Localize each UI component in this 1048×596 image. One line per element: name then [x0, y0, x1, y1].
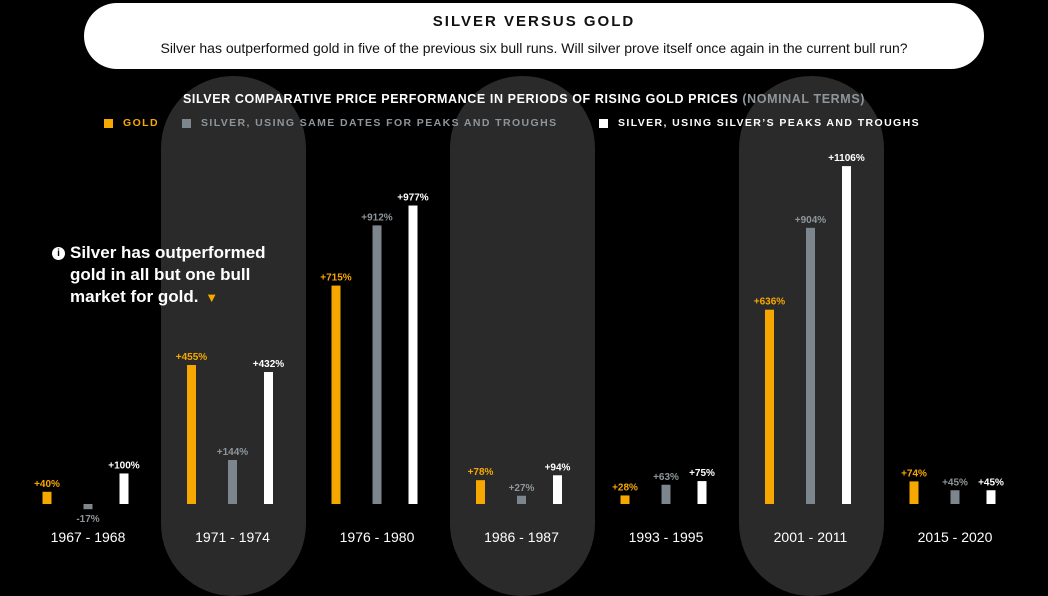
data-label-silver-same-dates-1986-1987: +27% — [509, 483, 535, 494]
callout-line-1: i Silver has outperformed — [52, 242, 312, 264]
bar-silver-own-peaks-2015-2020 — [986, 490, 996, 504]
bar-chart: +40% -17% +100% 1967 - 1968 +455% +144% +432% 1… — [34, 153, 1004, 545]
bar-gold-1993-1995 — [620, 495, 630, 504]
bar-gold-1971-1974 — [187, 364, 196, 504]
data-label-silver-own-peaks-1976-1980: +977% — [397, 193, 429, 204]
category-label-1976-1980: 1976 - 1980 — [340, 529, 415, 545]
category-label-2001-2011: 2001 - 2011 — [774, 529, 848, 545]
legend-swatch-gold — [104, 118, 113, 128]
data-label-silver-own-peaks-1967-1968: +100% — [108, 460, 140, 471]
bar-silver-same-dates-2015-2020 — [950, 490, 960, 504]
bar-silver-own-peaks-2001-2011 — [842, 166, 851, 504]
legend-swatch-silver-own-peaks — [599, 118, 608, 128]
legend-label-gold: GOLD — [123, 117, 159, 129]
chart-title-main: SILVER COMPARATIVE PRICE PERFORMANCE IN … — [182, 92, 739, 106]
bar-silver-same-dates-2001-2011 — [806, 227, 815, 504]
category-label-1986-1987: 1986 - 1987 — [484, 529, 559, 545]
data-label-gold-2015-2020: +74% — [901, 468, 927, 479]
category-label-1993-1995: 1993 - 1995 — [629, 529, 704, 545]
bar-silver-same-dates-1967-1968 — [83, 504, 93, 510]
info-icon: i — [52, 247, 65, 260]
data-label-gold-1967-1968: +40% — [34, 479, 60, 490]
bar-silver-own-peaks-1971-1974 — [264, 372, 273, 504]
legend-label-silver-same-dates: SILVER, USING SAME DATES FOR PEAKS AND T… — [201, 117, 558, 129]
chart-title: SILVER COMPARATIVE PRICE PERFORMANCE IN … — [0, 92, 1048, 106]
data-label-silver-own-peaks-1986-1987: +94% — [545, 462, 571, 473]
callout-text-1: Silver has outperformed — [70, 243, 266, 262]
category-label-1967-1968: 1967 - 1968 — [51, 529, 126, 545]
callout-text-3: market for gold. — [70, 287, 199, 306]
bar-silver-same-dates-1993-1995 — [661, 484, 671, 504]
data-label-silver-own-peaks-1971-1974: +432% — [253, 359, 285, 370]
callout-line-3: market for gold. ▼ — [52, 286, 312, 309]
header-subtitle: Silver has outperformed gold in five of … — [160, 40, 908, 56]
legend-item-silver-same-dates: SILVER, USING SAME DATES FOR PEAKS AND T… — [182, 117, 557, 129]
bar-silver-same-dates-1971-1974 — [228, 460, 237, 504]
bar-silver-same-dates-1976-1980 — [372, 225, 382, 504]
legend-item-silver-own-peaks: SILVER, USING SILVER’S PEAKS AND TROUGHS — [599, 117, 920, 129]
header-box: SILVER VERSUS GOLD Silver has outperform… — [84, 3, 984, 69]
bar-gold-1976-1980 — [331, 285, 341, 504]
legend-label-silver-own-peaks: SILVER, USING SILVER’S PEAKS AND TROUGHS — [618, 117, 921, 129]
bar-silver-own-peaks-1986-1987 — [553, 475, 562, 504]
data-label-silver-same-dates-2001-2011: +904% — [795, 215, 827, 226]
bar-silver-own-peaks-1967-1968 — [119, 473, 129, 504]
highlight-band-1986-1987 — [450, 76, 595, 596]
bar-gold-2001-2011 — [765, 309, 774, 504]
bar-silver-own-peaks-1993-1995 — [697, 481, 707, 504]
data-label-silver-same-dates-1993-1995: +63% — [653, 472, 679, 483]
legend-swatch-silver-same-dates — [182, 118, 191, 128]
callout: i Silver has outperformed gold in all but… — [52, 242, 312, 309]
data-label-silver-own-peaks-2001-2011: +1106% — [828, 153, 865, 164]
bar-gold-2015-2020 — [909, 481, 919, 504]
data-label-silver-own-peaks-2015-2020: +45% — [978, 477, 1004, 488]
data-label-silver-same-dates-2015-2020: +45% — [942, 477, 968, 488]
bar-gold-1986-1987 — [476, 480, 485, 504]
data-label-gold-1986-1987: +78% — [468, 467, 494, 478]
callout-line-2: gold in all but one bull — [70, 265, 251, 284]
data-label-gold-2001-2011: +636% — [754, 297, 786, 308]
down-triangle-icon: ▼ — [205, 290, 219, 305]
data-label-silver-same-dates-1967-1968: -17% — [76, 514, 99, 525]
bar-gold-1967-1968 — [42, 491, 52, 504]
data-label-gold-1971-1974: +455% — [176, 352, 208, 363]
data-label-silver-same-dates-1971-1974: +144% — [217, 447, 249, 458]
data-label-gold-1976-1980: +715% — [320, 273, 352, 284]
data-label-silver-own-peaks-1993-1995: +75% — [689, 468, 715, 479]
data-label-silver-same-dates-1976-1980: +912% — [361, 212, 393, 223]
bar-silver-own-peaks-1976-1980 — [408, 205, 418, 505]
category-label-1971-1974: 1971 - 1974 — [195, 529, 270, 545]
bar-silver-same-dates-1986-1987 — [517, 495, 526, 504]
data-label-gold-1993-1995: +28% — [612, 482, 638, 493]
category-label-2015-2020: 2015 - 2020 — [918, 529, 993, 545]
highlight-band-1971-1974 — [161, 76, 306, 596]
legend-item-gold: GOLD — [104, 117, 159, 129]
chart-title-note: (NOMINAL TERMS) — [742, 92, 866, 106]
header-title: SILVER VERSUS GOLD — [432, 13, 636, 30]
